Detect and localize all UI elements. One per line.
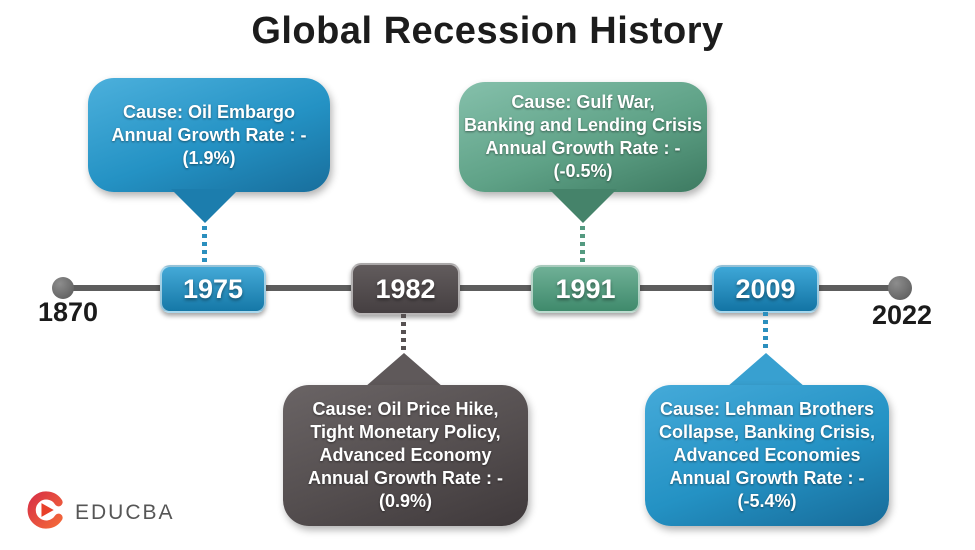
page-title: Global Recession History — [251, 10, 724, 52]
callout-1982-line: Tight Monetary Policy, — [310, 422, 501, 442]
callout-1982-line: Annual Growth Rate : - — [308, 468, 503, 488]
callout-1991-line: Annual Growth Rate : - — [485, 138, 681, 158]
callout-2009-line: Cause: Lehman Brothers — [659, 399, 875, 419]
timeline-end-dot — [888, 276, 912, 300]
connector-2009 — [763, 312, 768, 351]
connector-1975 — [202, 226, 207, 264]
timeline-start-label: 1870 — [37, 297, 99, 327]
year-marker-1991: 1991 — [531, 265, 640, 313]
callout-2009-line: (-5.4%) — [737, 491, 797, 511]
callout-1991-line: Cause: Gulf War, — [511, 92, 655, 112]
connector-1982 — [401, 314, 406, 351]
callout-1975-tail — [171, 189, 239, 223]
callout-1982-line: Advanced Economy — [319, 445, 492, 465]
callout-1975-line: Cause: Oil Embargo — [122, 101, 296, 122]
callout-1982: Cause: Oil Price Hike, Tight Monetary Po… — [283, 385, 528, 526]
brand-logo: EDUCBA — [26, 490, 175, 535]
callout-1982-tail — [365, 353, 443, 387]
connector-1991 — [580, 226, 585, 264]
callout-1991: Cause: Gulf War, Banking and Lending Cri… — [459, 82, 707, 192]
brand-name: EDUCBA — [75, 500, 175, 524]
callout-1975-line: (1.9%) — [182, 147, 236, 168]
educba-play-icon — [26, 490, 66, 535]
callout-2009-line: Collapse, Banking Crisis, — [658, 422, 876, 442]
callout-1991-tail — [549, 189, 617, 223]
year-marker-1982: 1982 — [351, 263, 460, 315]
callout-1975: Cause: Oil Embargo Annual Growth Rate : … — [88, 78, 330, 192]
timeline-start-dot — [52, 277, 74, 299]
callout-1975-line: Annual Growth Rate : - — [111, 124, 307, 145]
timeline-end-label: 2022 — [871, 300, 933, 330]
callout-2009: Cause: Lehman Brothers Collapse, Banking… — [645, 385, 889, 526]
callout-2009-tail — [727, 353, 805, 387]
year-marker-1975: 1975 — [160, 265, 266, 313]
callout-2009-line: Annual Growth Rate : - — [669, 468, 865, 488]
timeline-axis — [62, 285, 902, 291]
callout-1982-line: (0.9%) — [378, 491, 432, 511]
year-marker-2009: 2009 — [712, 265, 819, 313]
callout-2009-line: Advanced Economies — [673, 445, 861, 465]
callout-1991-line: Banking and Lending Crisis — [463, 115, 703, 135]
callout-1991-line: (-0.5%) — [553, 161, 613, 181]
callout-1982-line: Cause: Oil Price Hike, — [312, 399, 499, 419]
